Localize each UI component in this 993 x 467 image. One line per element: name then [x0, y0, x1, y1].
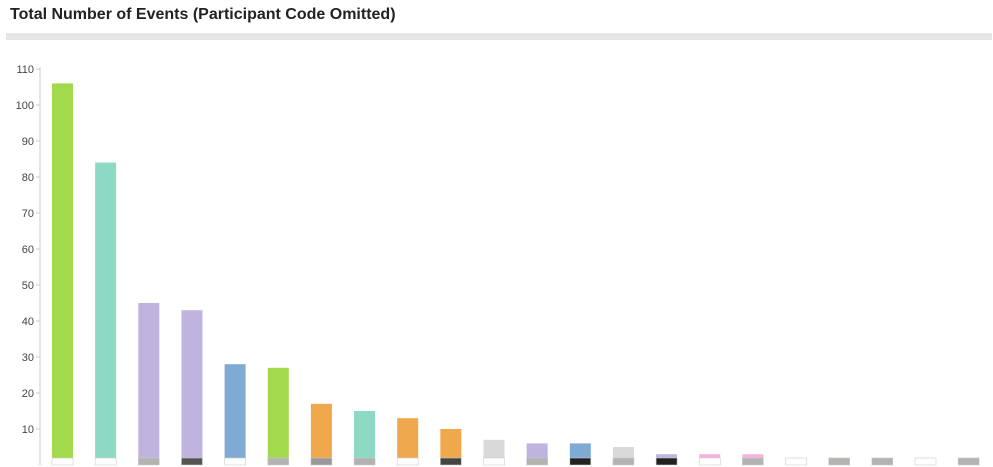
bar-base-segment: [871, 457, 894, 466]
bar: [95, 162, 117, 465]
y-tick-label: 70: [22, 208, 34, 220]
bar-base-segment: [138, 457, 160, 466]
bar-base-segment: [612, 457, 635, 466]
bar-base-segment: [828, 457, 851, 466]
bar-base-segment: [51, 457, 74, 466]
bar-base-segment: [353, 457, 376, 466]
bar-base-segment: [785, 457, 807, 466]
y-tick-label: 110: [16, 64, 34, 76]
bar-base-segment: [310, 457, 333, 466]
bar-base-segment: [267, 457, 290, 466]
bar: [354, 411, 376, 465]
bar-base-segment: [94, 457, 117, 466]
bar: [440, 429, 462, 465]
y-tick-label: 100: [16, 100, 34, 112]
bar-base-segment: [440, 457, 462, 466]
y-tick-label: 40: [22, 316, 34, 328]
bar-base-segment: [396, 457, 419, 466]
bar: [397, 418, 419, 465]
chart-title: Total Number of Events (Participant Code…: [10, 6, 396, 23]
bar: [52, 83, 73, 466]
y-tick-label: 10: [22, 424, 34, 436]
y-tick-label: 30: [22, 352, 34, 364]
bar-base-segment: [483, 457, 505, 466]
bar: [310, 403, 332, 465]
bar: [267, 367, 289, 465]
bar: [224, 364, 246, 465]
bar-base-segment: [181, 457, 203, 466]
bar: [181, 310, 203, 465]
bar: [138, 303, 160, 465]
y-tick-label: 50: [22, 280, 34, 292]
y-tick-label: 60: [22, 244, 34, 256]
bar-base-segment: [914, 457, 937, 466]
bar-base-segment: [698, 457, 721, 466]
y-tick-label: 80: [22, 172, 34, 184]
bar-base-segment: [742, 457, 764, 466]
bar-base-segment: [957, 457, 980, 466]
y-tick-label: 20: [22, 388, 34, 400]
title-divider: [6, 33, 992, 40]
bar-base-segment: [224, 457, 246, 466]
bar-base-segment: [569, 457, 592, 466]
bar-base-segment: [655, 457, 678, 466]
bar-base-segment: [526, 457, 548, 466]
y-tick-label: 90: [22, 136, 34, 148]
